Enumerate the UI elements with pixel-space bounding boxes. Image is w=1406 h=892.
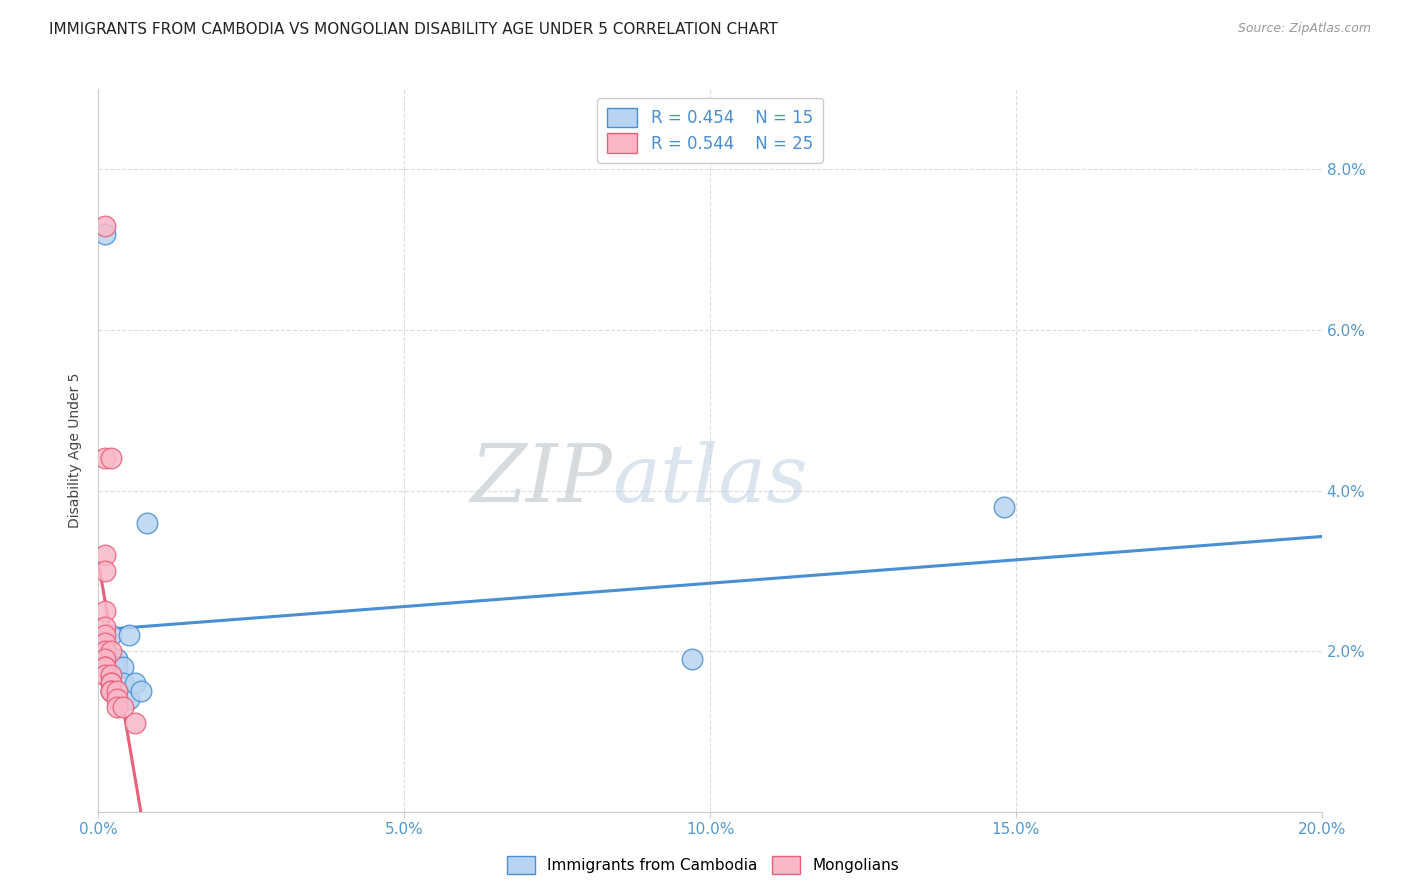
Point bbox=[118, 628, 141, 642]
Point bbox=[93, 660, 115, 674]
Point bbox=[105, 684, 128, 698]
Point bbox=[129, 684, 152, 698]
Point bbox=[993, 500, 1015, 514]
Point bbox=[136, 516, 159, 530]
Point bbox=[100, 668, 122, 682]
Point bbox=[100, 684, 122, 698]
Point bbox=[111, 660, 134, 674]
Point bbox=[93, 219, 115, 233]
Point bbox=[105, 652, 128, 666]
Point bbox=[124, 716, 146, 731]
Point bbox=[93, 644, 115, 658]
Point bbox=[100, 668, 122, 682]
Text: IMMIGRANTS FROM CAMBODIA VS MONGOLIAN DISABILITY AGE UNDER 5 CORRELATION CHART: IMMIGRANTS FROM CAMBODIA VS MONGOLIAN DI… bbox=[49, 22, 778, 37]
Point bbox=[100, 676, 122, 690]
Point bbox=[93, 564, 115, 578]
Legend: R = 0.454    N = 15, R = 0.544    N = 25: R = 0.454 N = 15, R = 0.544 N = 25 bbox=[598, 97, 823, 162]
Point bbox=[111, 676, 134, 690]
Point bbox=[111, 700, 134, 714]
Point bbox=[105, 700, 128, 714]
Point bbox=[93, 652, 115, 666]
Text: Source: ZipAtlas.com: Source: ZipAtlas.com bbox=[1237, 22, 1371, 36]
Point bbox=[681, 652, 703, 666]
Point bbox=[118, 692, 141, 706]
Point bbox=[93, 548, 115, 562]
Point bbox=[124, 676, 146, 690]
Point bbox=[93, 604, 115, 618]
Point bbox=[105, 692, 128, 706]
Point bbox=[93, 660, 115, 674]
Point bbox=[93, 628, 115, 642]
Point bbox=[100, 684, 122, 698]
Point bbox=[105, 660, 128, 674]
Point bbox=[100, 676, 122, 690]
Text: atlas: atlas bbox=[612, 441, 807, 518]
Point bbox=[93, 227, 115, 241]
Point bbox=[100, 451, 122, 466]
Point bbox=[100, 644, 122, 658]
Y-axis label: Disability Age Under 5: Disability Age Under 5 bbox=[69, 373, 83, 528]
Legend: Immigrants from Cambodia, Mongolians: Immigrants from Cambodia, Mongolians bbox=[501, 850, 905, 880]
Text: ZIP: ZIP bbox=[471, 441, 612, 518]
Point bbox=[93, 668, 115, 682]
Point bbox=[100, 628, 122, 642]
Point bbox=[100, 684, 122, 698]
Point bbox=[93, 636, 115, 650]
Point bbox=[93, 620, 115, 634]
Point bbox=[93, 451, 115, 466]
